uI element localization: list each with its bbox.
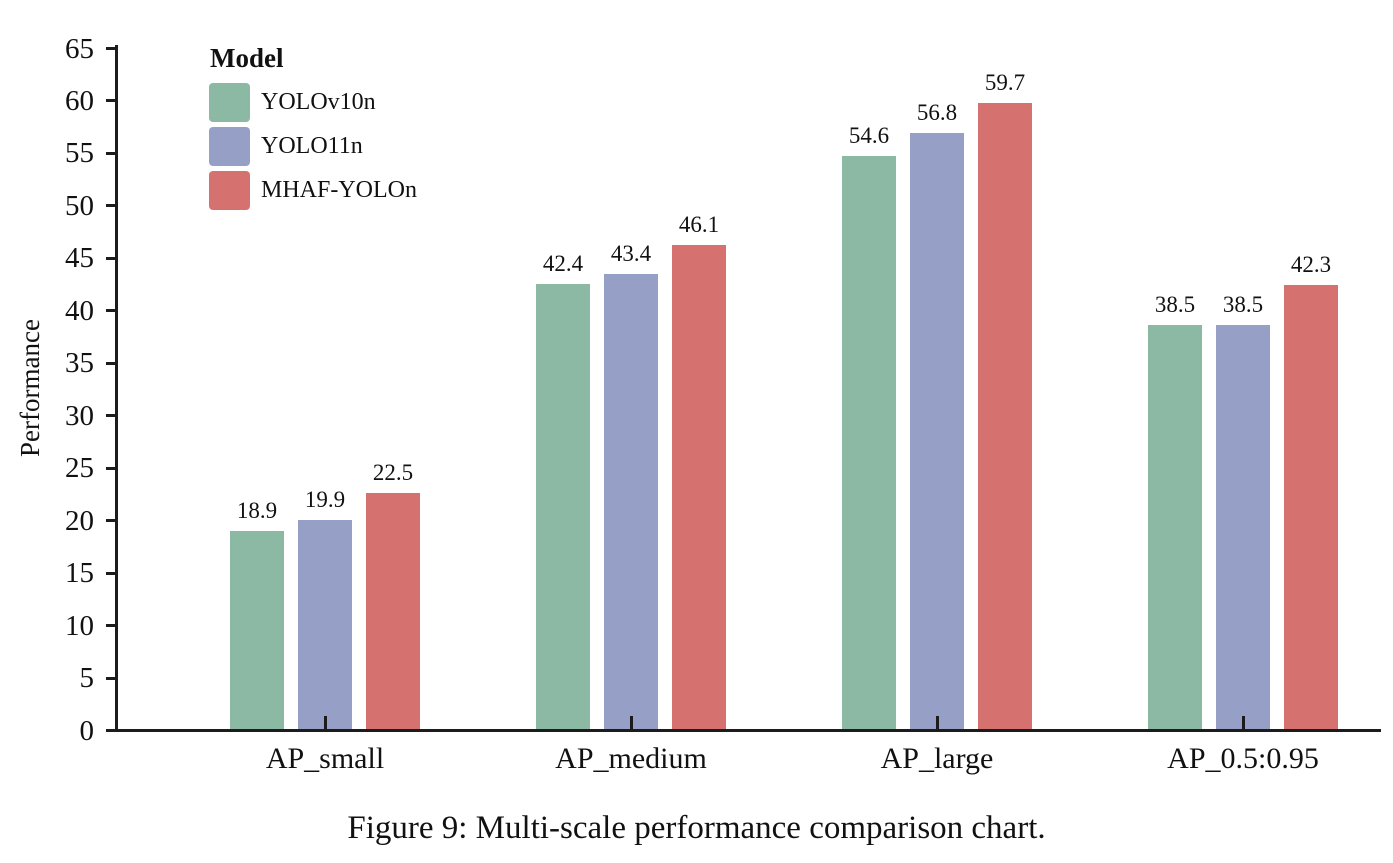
y-tick-label: 10 bbox=[65, 609, 94, 642]
x-axis-spine bbox=[115, 729, 1381, 732]
y-tick bbox=[106, 151, 115, 155]
bar-value-label: 18.9 bbox=[236, 497, 278, 523]
legend-label-YOLOv10n: YOLOv10n bbox=[261, 89, 376, 115]
y-tick bbox=[106, 361, 115, 365]
y-tick bbox=[106, 256, 115, 260]
legend-swatch-MHAF-YOLOn bbox=[209, 171, 250, 210]
x-tick bbox=[629, 716, 633, 729]
y-tick-label: 40 bbox=[65, 294, 94, 327]
y-tick bbox=[106, 519, 115, 523]
bar-YOLO11n-AP_small bbox=[298, 520, 352, 729]
y-axis-spine bbox=[115, 45, 118, 732]
bar-value-label: 22.5 bbox=[372, 459, 414, 485]
x-tick bbox=[1241, 716, 1245, 729]
y-tick-label: 50 bbox=[65, 189, 94, 222]
y-tick bbox=[106, 204, 115, 208]
y-tick-label: 65 bbox=[65, 32, 94, 65]
bar-value-label: 42.3 bbox=[1290, 252, 1332, 278]
x-tick-label-AP_0.5:0.95: AP_0.5:0.95 bbox=[1167, 742, 1319, 775]
bar-MHAF-YOLOn-AP_medium bbox=[672, 245, 726, 729]
bar-YOLO11n-AP_0.5:0.95 bbox=[1216, 325, 1270, 729]
bar-YOLOv10n-AP_small bbox=[230, 530, 284, 729]
y-tick bbox=[106, 729, 115, 732]
bar-value-label: 38.5 bbox=[1154, 292, 1196, 318]
bar-YOLO11n-AP_large bbox=[910, 133, 964, 729]
bar-YOLOv10n-AP_large bbox=[842, 156, 896, 729]
bar-value-label: 54.6 bbox=[848, 123, 890, 149]
x-tick-label-AP_large: AP_large bbox=[880, 742, 994, 775]
y-tick bbox=[106, 466, 115, 470]
legend-swatch-YOLO11n bbox=[209, 127, 250, 166]
y-tick bbox=[106, 676, 115, 680]
y-tick-label: 0 bbox=[79, 714, 95, 747]
bar-MHAF-YOLOn-AP_large bbox=[978, 102, 1032, 729]
x-tick-label-AP_medium: AP_medium bbox=[555, 742, 707, 775]
y-tick-label: 45 bbox=[65, 242, 94, 275]
y-tick-label: 55 bbox=[65, 137, 94, 170]
bar-YOLOv10n-AP_medium bbox=[536, 284, 590, 729]
y-tick-label: 30 bbox=[65, 399, 94, 432]
y-tick bbox=[106, 47, 115, 50]
legend-title: Model bbox=[210, 43, 284, 73]
y-tick bbox=[106, 309, 115, 313]
plot-area: Performance Model 18.9 42.4 54.6 38.5 19.9 43… bbox=[15, 32, 1381, 775]
bar-value-label: 46.1 bbox=[678, 212, 720, 238]
y-tick bbox=[106, 414, 115, 418]
bar-MHAF-YOLOn-AP_small bbox=[366, 492, 420, 729]
bar-value-label: 19.9 bbox=[304, 487, 346, 513]
y-axis-title: Performance bbox=[15, 319, 45, 457]
x-tick bbox=[935, 716, 939, 729]
y-tick bbox=[106, 624, 115, 628]
x-tick-label-AP_small: AP_small bbox=[265, 742, 385, 775]
legend-label-MHAF-YOLOn: MHAF-YOLOn bbox=[261, 177, 417, 203]
y-tick-label: 25 bbox=[65, 452, 94, 485]
bar-value-label: 38.5 bbox=[1222, 292, 1264, 318]
bar-MHAF-YOLOn-AP_0.5:0.95 bbox=[1284, 285, 1338, 729]
legend-swatch-YOLOv10n bbox=[209, 83, 250, 122]
bar-value-label: 42.4 bbox=[542, 251, 584, 277]
y-tick-label: 15 bbox=[65, 557, 94, 590]
legend-label-YOLO11n: YOLO11n bbox=[261, 133, 363, 159]
y-tick-label: 60 bbox=[65, 84, 94, 117]
bar-YOLOv10n-AP_0.5:0.95 bbox=[1148, 325, 1202, 729]
y-tick-label: 5 bbox=[79, 662, 95, 695]
x-tick bbox=[323, 716, 327, 729]
bar-value-label: 56.8 bbox=[916, 100, 958, 126]
bar-value-label: 59.7 bbox=[984, 69, 1026, 95]
y-tick bbox=[106, 99, 115, 103]
y-tick bbox=[106, 571, 115, 575]
y-tick-label: 35 bbox=[65, 347, 94, 380]
bar-value-label: 43.4 bbox=[610, 240, 652, 266]
y-tick-label: 20 bbox=[65, 504, 94, 537]
figure-caption: Figure 9: Multi-scale performance compar… bbox=[347, 810, 1046, 846]
bar-YOLO11n-AP_medium bbox=[604, 273, 658, 729]
